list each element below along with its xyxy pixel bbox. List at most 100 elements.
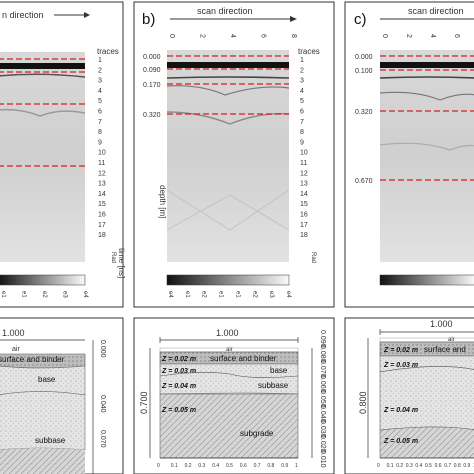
section-c-z3: Z = 0.04 m <box>383 407 418 414</box>
section-x-tick: 0.3 <box>406 463 413 469</box>
panel-c-label: c) <box>354 11 367 28</box>
trace-number: 17 <box>300 222 308 229</box>
panel-b-colorbar-ticks: e4 e1 e2 e1 e1 e2 e3 e4 <box>167 291 291 298</box>
section-a-width-label: 1.000 <box>2 328 25 338</box>
section-b-x-ticks: 0 0.1 0.2 0.3 0.4 0.5 0.6 0.7 0.8 0.9 1 <box>157 463 298 469</box>
section-a-right-ticks: 0.070 <box>99 430 106 448</box>
panel-b-depth-mark: 0.170 <box>143 82 161 89</box>
section-right-tick: 0.090 <box>319 330 326 348</box>
panel-a-traces-label: traces <box>97 47 119 56</box>
panel-b-rad-label: Rad <box>310 252 316 263</box>
section-a-layer3: subbase <box>35 436 66 445</box>
trace-number: 11 <box>98 160 105 167</box>
colorbar-tick: e1 <box>184 291 190 298</box>
trace-number: 1 <box>300 57 304 64</box>
trace-number: 6 <box>300 109 304 116</box>
trace-number: 5 <box>98 98 102 105</box>
panel-b-depth-mark: 0.090 <box>143 67 161 74</box>
section-b-z1: Z = 0.02 m <box>161 356 196 363</box>
trace-number: 18 <box>300 232 308 239</box>
trace-number: 2 <box>98 67 102 74</box>
section-c: 1.000 0.800 air Z = 0.02 m surface and Z… <box>344 317 474 474</box>
section-c-air-label: air <box>448 337 455 343</box>
section-c-x-ticks: 00.10.20.30.40.50.60.70.80.91 <box>377 463 474 469</box>
section-x-tick: 0.7 <box>254 463 261 469</box>
section-x-tick: 0.3 <box>198 463 205 469</box>
colorbar-tick: e1 <box>0 291 6 298</box>
panel-c-scan-direction: scan direction <box>408 6 464 16</box>
trace-tick: 0 <box>381 34 388 38</box>
section-x-tick: 0.4 <box>212 463 219 469</box>
section-x-tick: 0.8 <box>454 463 461 469</box>
section-a-layer2: base <box>38 375 56 384</box>
panel-a-radargram <box>0 52 85 262</box>
panel-b-radargram <box>167 50 289 262</box>
trace-tick: 6 <box>453 34 460 38</box>
panel-c-depth-mark: 0.000 <box>355 54 373 61</box>
panel-a-colorbar <box>0 274 86 286</box>
section-x-tick: 0.7 <box>444 463 451 469</box>
trace-number: 11 <box>300 160 307 167</box>
colorbar-tick: e1 <box>21 291 27 298</box>
trace-number: 16 <box>98 212 106 219</box>
colorbar-tick: e3 <box>268 291 274 298</box>
section-right-tick: 0.010 <box>319 450 326 468</box>
panel-b-depth-axis-label: depth [m] <box>158 185 167 218</box>
panel-b-depth-mark: 0.320 <box>143 112 161 119</box>
panel-b-scan-direction: scan direction <box>197 6 253 16</box>
section-x-tick: 0.9 <box>281 463 288 469</box>
trace-number: 10 <box>98 150 106 157</box>
panel-b-traces-label: traces <box>298 47 320 56</box>
section-right-tick: 0.080 <box>319 345 326 363</box>
section-b-z4: Z = 0.05 m <box>161 407 196 414</box>
section-x-tick: 0.8 <box>267 463 274 469</box>
panel-a-rad-label: Rad <box>110 252 116 263</box>
trace-number: 7 <box>300 119 304 126</box>
trace-number: 2 <box>300 67 304 74</box>
panel-b-colorbar <box>166 274 290 286</box>
trace-number: 4 <box>98 88 102 95</box>
section-x-tick: 0.9 <box>463 463 470 469</box>
section-b-z2: Z = 0.03 m <box>161 368 196 375</box>
section-c-height-label: 0.800 <box>358 391 368 414</box>
panel-c-radargram <box>380 50 474 262</box>
section-c-layer1: surface and <box>424 345 466 354</box>
section-x-tick: 0.6 <box>435 463 442 469</box>
section-a-air-label: air <box>12 346 20 353</box>
panel-a-time-axis-label: time [ns] <box>117 248 126 278</box>
trace-number: 14 <box>98 191 106 198</box>
section-c-z2: Z = 0.03 m <box>383 362 418 369</box>
panel-a-surface-band <box>0 63 85 69</box>
section-x-tick: 0.2 <box>185 463 192 469</box>
section-x-tick: 1 <box>295 463 298 469</box>
colorbar-tick: e1 <box>218 291 224 298</box>
panel-c-depth-mark: 0.320 <box>355 109 373 116</box>
section-c-z4: Z = 0.05 m <box>383 438 418 445</box>
section-right-tick: 0.060 <box>319 375 326 393</box>
section-right-tick: 0.030 <box>319 420 326 438</box>
section-b-layer2: base <box>270 366 288 375</box>
panel-a-scan-direction: n direction <box>2 10 44 20</box>
trace-number: 9 <box>300 139 304 146</box>
panel-b: b) scan direction 0 2 4 6 8 0.000 0.090 0.17… <box>133 1 335 308</box>
panel-c-depth-mark: 0.100 <box>355 68 373 75</box>
section-x-tick: 0.4 <box>415 463 422 469</box>
trace-number: 9 <box>98 139 102 146</box>
section-x-tick: 0.2 <box>396 463 403 469</box>
section-x-tick: 0.5 <box>425 463 432 469</box>
trace-number: 18 <box>98 232 106 239</box>
trace-number: 13 <box>98 181 106 188</box>
panel-c-colorbar <box>379 274 474 286</box>
trace-number: 16 <box>300 212 308 219</box>
section-x-tick: 0 <box>157 463 160 469</box>
trace-number: 6 <box>98 109 102 116</box>
trace-tick: 2 <box>405 34 412 38</box>
panel-a-colorbar-ticks: e1 e1 e2 e3 e4 <box>0 291 88 298</box>
colorbar-tick: e3 <box>62 291 68 298</box>
section-b-layer4: subgrade <box>240 429 274 438</box>
